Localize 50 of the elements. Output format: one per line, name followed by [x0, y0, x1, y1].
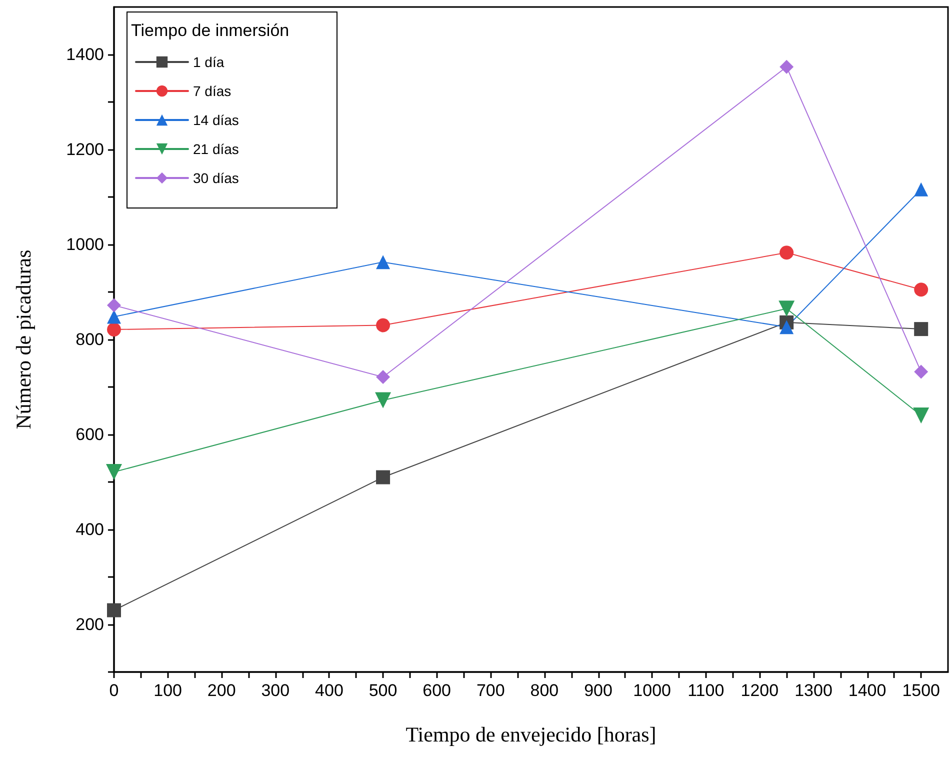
x-tick-label: 800: [530, 681, 559, 700]
point: [914, 364, 928, 379]
point: [778, 300, 795, 317]
y-tick-label: 1000: [66, 235, 104, 254]
x-tick-label: 500: [368, 681, 398, 700]
point: [376, 318, 390, 332]
point: [107, 310, 121, 324]
x-tick-label: 400: [315, 681, 344, 700]
y-tick-label: 1200: [66, 140, 104, 159]
x-tick-label: 1100: [688, 681, 724, 700]
x-axis-title: Tiempo de envejecido [horas]: [406, 722, 656, 746]
point: [913, 408, 930, 424]
x-tick-label: 200: [207, 681, 236, 700]
x-tick-label: 1400: [848, 681, 886, 700]
point: [106, 464, 122, 480]
y-tick-label: 800: [76, 330, 104, 349]
x-tick-label: 300: [261, 681, 290, 700]
y-tick-label: 400: [76, 520, 104, 539]
point: [914, 322, 928, 336]
legend-label: 21 días: [193, 141, 239, 157]
x-tick-label: 1300: [794, 681, 832, 700]
legend-label: 7 días: [193, 83, 232, 99]
point: [780, 320, 794, 334]
legend-label: 14 días: [193, 112, 239, 128]
x-tick-label: 1500: [902, 681, 940, 700]
x-tick-label: 600: [422, 681, 452, 700]
y-tick-label: 200: [76, 615, 104, 634]
legend-title: Tiempo de inmersión: [131, 21, 290, 40]
y-tick-label: 1400: [66, 45, 104, 64]
point: [107, 603, 121, 618]
legend-label: 1 día: [193, 54, 224, 70]
x-tick-label: 100: [154, 681, 182, 700]
point: [375, 392, 392, 408]
y-axis-title: Número de picaduras: [12, 250, 36, 430]
x-tick-label: 700: [476, 681, 505, 700]
y-tick-label: 600: [76, 425, 104, 444]
x-tick-label: 0: [109, 681, 119, 700]
point: [376, 255, 390, 270]
x-tick-label: 1200: [740, 681, 779, 700]
point: [107, 298, 121, 312]
legend-label: 30 días: [193, 170, 239, 186]
point: [107, 322, 121, 337]
point: [376, 370, 390, 384]
point: [780, 60, 794, 74]
point: [914, 182, 928, 196]
point: [780, 246, 794, 260]
point: [376, 470, 390, 484]
x-tick-label: 900: [584, 681, 612, 700]
point: [914, 282, 928, 297]
x-tick-label: 1000: [633, 681, 671, 700]
